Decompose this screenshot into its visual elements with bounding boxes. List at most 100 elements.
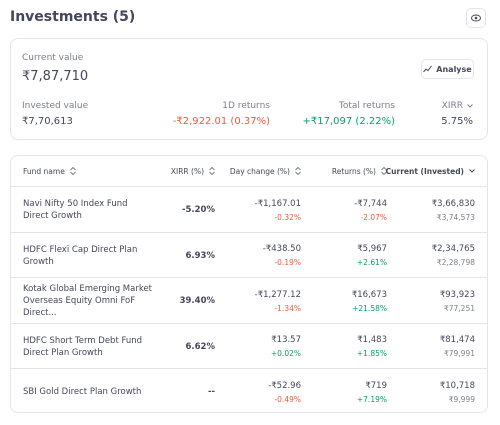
returns-percent: +21.58% — [352, 303, 387, 313]
chevron — [469, 169, 475, 173]
returns-value: ₹719 — [365, 380, 387, 391]
xirr-dropdown[interactable]: XIRR — [442, 101, 473, 111]
table-row[interactable]: Navi Nifty 50 Index Fund Direct Growth -5… — [11, 186, 487, 233]
day-change-percent: -0.19% — [274, 258, 301, 267]
table-row[interactable]: HDFC Flexi Cap Direct Plan Growth 6.93% -₹… — [11, 231, 487, 279]
invested-value: ₹2,28,798 — [436, 258, 475, 267]
day-returns-value: -₹2,922.01 (0.37%) — [172, 116, 270, 127]
current-value: ₹3,66,830 — [431, 198, 475, 209]
returns-cell: ₹5,967 +2.61% — [357, 233, 387, 279]
current-value: ₹2,34,765 — [431, 244, 475, 254]
invested-label: Invested value — [22, 101, 89, 111]
column-header[interactable]: Day change (%) — [230, 156, 301, 186]
sort-icon — [69, 167, 76, 175]
xirr-cell: 6.93% — [186, 233, 216, 279]
returns-cell: -₹7,744 -2.07% — [354, 187, 387, 233]
returns-percent: +2.61% — [356, 258, 387, 267]
xirr-cell: 39.40% — [180, 278, 215, 324]
column-header-text: Returns (%) — [331, 166, 376, 176]
day-returns-label: 1D returns — [222, 101, 270, 111]
column-header-text: XIRR (%) — [170, 166, 204, 176]
xirr-value: 39.40% — [179, 296, 215, 306]
xirr-value: -- — [207, 387, 215, 397]
chevron — [467, 104, 473, 108]
total-returns-value: +₹17,097 (2.22%) — [302, 116, 395, 127]
day-change-percent: +0.02% — [270, 349, 301, 358]
xirr-value: -5.20% — [181, 205, 215, 215]
current-value: ₹93,923 — [439, 289, 475, 300]
returns-cell: ₹16,673 +21.58% — [352, 278, 387, 324]
day-change-value: -₹52.96 — [268, 380, 301, 391]
page-title: Investments (5) — [10, 9, 136, 25]
returns-value: ₹1,483 — [357, 335, 387, 345]
column-header-text: Fund name — [23, 166, 65, 176]
current-cell: ₹81,474 ₹79,991 — [440, 324, 475, 370]
analyse-button[interactable]: Analyse — [421, 59, 474, 79]
returns-percent: +1.85% — [356, 349, 387, 358]
sort-icon — [381, 167, 387, 175]
invested-value: ₹3,74,573 — [436, 212, 475, 222]
current-cell: ₹10,718 ₹9,999 — [440, 369, 475, 415]
table-row[interactable]: SBI Gold Direct Plan Growth -- -₹52.96 -0.4… — [11, 368, 487, 415]
xirr-value: 6.93% — [185, 250, 216, 261]
table-row[interactable]: HDFC Short Term Debt Fund Direct Plan Gr… — [11, 322, 487, 370]
analyse-icon — [423, 65, 433, 73]
column-header-text: Current (Invested) — [385, 166, 464, 176]
sort-icon — [295, 167, 301, 175]
table-row[interactable]: Kotak Global Emerging Market Overseas Eq… — [11, 277, 487, 324]
xirr-value: 5.75% — [441, 116, 473, 127]
xirr-cell: -5.20% — [182, 187, 215, 233]
fund-name: HDFC Short Term Debt Fund Direct Plan Gr… — [23, 335, 143, 358]
fund-name: Navi Nifty 50 Index Fund Direct Growth — [23, 199, 128, 221]
xirr-value: 6.62% — [185, 341, 216, 352]
day-change-cell: -₹1,167.01 -0.32% — [255, 187, 301, 233]
day-change-percent: -1.34% — [274, 303, 301, 313]
returns-cell: ₹719 +7.19% — [357, 369, 387, 415]
xirr-cell: -- — [208, 369, 215, 415]
returns-percent: -2.07% — [360, 212, 387, 222]
day-change-cell: ₹13.57 +0.02% — [271, 324, 301, 370]
column-header[interactable]: XIRR (%) — [171, 156, 215, 186]
day-change-percent: -0.32% — [274, 212, 301, 222]
returns-value: -₹7,744 — [354, 198, 387, 209]
current-label: Current value — [22, 53, 84, 63]
xirr-cell: 6.62% — [186, 324, 216, 370]
current-cell: ₹3,66,830 ₹3,74,573 — [432, 187, 475, 233]
day-change-cell: -₹1,277.12 -1.34% — [255, 278, 301, 324]
sort-icon — [209, 167, 215, 175]
returns-value: ₹16,673 — [351, 289, 387, 300]
analyse-text: Analyse — [436, 64, 472, 74]
fund-name: Kotak Global Emerging Market Overseas Eq… — [23, 284, 153, 318]
returns-value: ₹5,967 — [357, 244, 387, 254]
eye-icon — [471, 14, 481, 22]
current-value: ₹10,718 — [439, 380, 475, 391]
current-value: ₹81,474 — [439, 335, 475, 345]
xirr-label: XIRR — [441, 101, 463, 111]
summary-card: Current value ₹7,87,710 Analyse Invested… — [10, 38, 488, 140]
column-header-text: Day change (%) — [229, 166, 290, 176]
column-header[interactable]: Fund name — [23, 156, 76, 186]
day-change-percent: -0.49% — [274, 394, 301, 404]
day-change-cell: -₹438.50 -0.19% — [263, 233, 301, 279]
current-cell: ₹2,34,765 ₹2,28,798 — [432, 233, 475, 279]
returns-percent: +7.19% — [356, 394, 387, 404]
holdings-table: Fund name XIRR (%) Day change (%) Returns (… — [10, 155, 488, 413]
fund-name: SBI Gold Direct Plan Growth — [23, 387, 142, 397]
day-change-cell: -₹52.96 -0.49% — [268, 369, 301, 415]
invested-value: ₹9,999 — [448, 394, 475, 404]
invested-value: ₹79,991 — [443, 349, 475, 358]
current-cell: ₹93,923 ₹77,251 — [440, 278, 475, 324]
day-change-value: -₹1,167.01 — [254, 198, 301, 209]
invested-value: ₹7,70,613 — [22, 116, 73, 127]
current-value: ₹7,87,710 — [22, 69, 89, 84]
column-header[interactable]: Current (Invested) — [386, 156, 475, 186]
total-returns-label: Total returns — [338, 101, 395, 111]
fund-name: HDFC Flexi Cap Direct Plan Growth — [23, 244, 138, 267]
day-change-value: -₹1,277.12 — [254, 289, 301, 300]
invested-value: ₹77,251 — [443, 303, 475, 313]
view-toggle[interactable] — [466, 8, 486, 28]
returns-cell: ₹1,483 +1.85% — [357, 324, 387, 370]
day-change-value: -₹438.50 — [262, 244, 301, 254]
column-header[interactable]: Returns (%) — [332, 156, 387, 186]
